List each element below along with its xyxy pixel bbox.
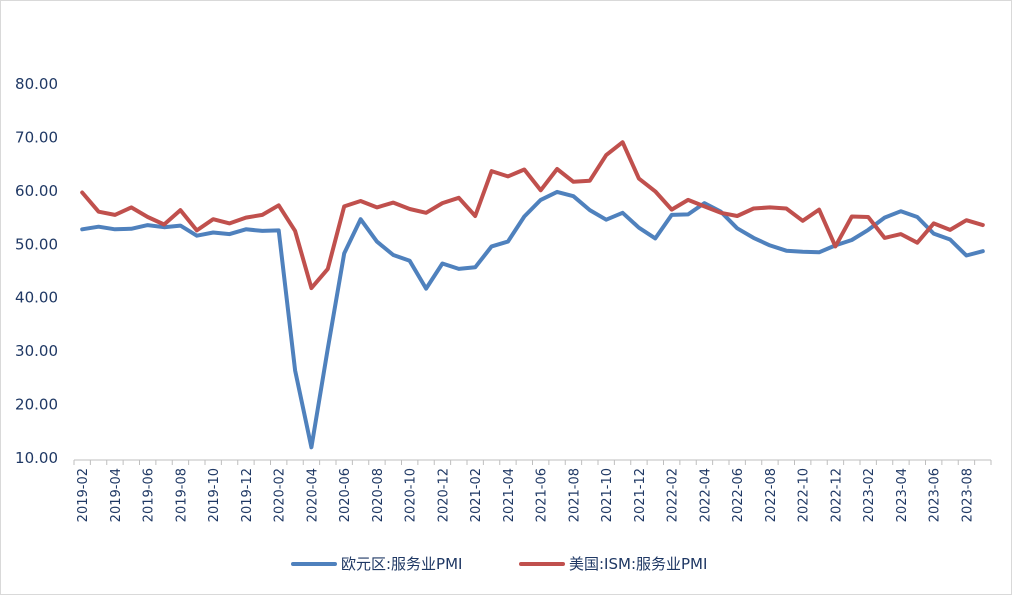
- x-tick-label: 2019-08: [174, 468, 189, 522]
- legend-label-1: 欧元区:服务业PMI: [341, 555, 462, 573]
- x-tick-label: 2020-06: [338, 468, 353, 522]
- x-tick-label: 2023-02: [862, 468, 877, 522]
- x-tick-label: 2021-02: [469, 468, 484, 522]
- x-tick-label: 2021-08: [567, 468, 582, 522]
- x-tick-label: 2019-10: [207, 468, 222, 522]
- x-tick-label: 2020-12: [436, 468, 451, 522]
- legend-label-2: 美国:ISM:服务业PMI: [569, 555, 707, 573]
- x-tick-label: 2022-04: [698, 468, 713, 522]
- x-tick-label: 2020-08: [371, 468, 386, 522]
- series-line-2: [80, 140, 985, 291]
- y-tick-label: 70.00: [15, 128, 58, 146]
- y-tick-label: 60.00: [15, 182, 58, 200]
- legend: 欧元区:服务业PMI 美国:ISM:服务业PMI: [291, 555, 707, 573]
- x-tick-label: 2019-06: [142, 468, 157, 522]
- x-tick-label: 2023-06: [928, 468, 943, 522]
- x-tick-label: 2021-04: [502, 468, 517, 522]
- y-tick-label: 50.00: [15, 235, 58, 253]
- series-lines: [80, 140, 985, 450]
- x-tick-label: 2019-04: [109, 468, 124, 522]
- x-tick-label: 2022-08: [764, 468, 779, 522]
- x-axis-tick-labels: 2019-02 2019-04 2019-06 2019-08 2019-10 2019-…: [76, 468, 975, 522]
- x-tick-label: 2022-02: [666, 468, 681, 522]
- series-line-1: [80, 189, 985, 450]
- x-tick-label: 2022-12: [829, 468, 844, 522]
- x-tick-label: 2019-02: [76, 468, 91, 522]
- y-tick-label: 20.00: [15, 396, 58, 414]
- x-tick-label: 2019-12: [240, 468, 255, 522]
- x-tick-label: 2023-08: [960, 468, 975, 522]
- y-tick-label: 10.00: [15, 449, 58, 467]
- x-tick-label: 2020-10: [404, 468, 419, 522]
- y-tick-label: 80.00: [15, 75, 58, 93]
- x-tick-label: 2020-02: [273, 468, 288, 522]
- x-tick-label: 2021-12: [633, 468, 648, 522]
- x-tick-label: 2023-04: [895, 468, 910, 522]
- y-tick-label: 40.00: [15, 289, 58, 307]
- x-tick-label: 2020-04: [305, 468, 320, 522]
- x-tick-label: 2021-06: [535, 468, 550, 522]
- y-axis-tick-labels: 10.00 20.00 30.00 40.00 50.00 60.00 70.00 80.00: [15, 75, 58, 467]
- x-tick-label: 2022-06: [731, 468, 746, 522]
- x-tick-label: 2021-10: [600, 468, 615, 522]
- x-tick-label: 2022-10: [797, 468, 812, 522]
- y-tick-label: 30.00: [15, 342, 58, 360]
- x-axis-tick-marks: [73, 460, 992, 465]
